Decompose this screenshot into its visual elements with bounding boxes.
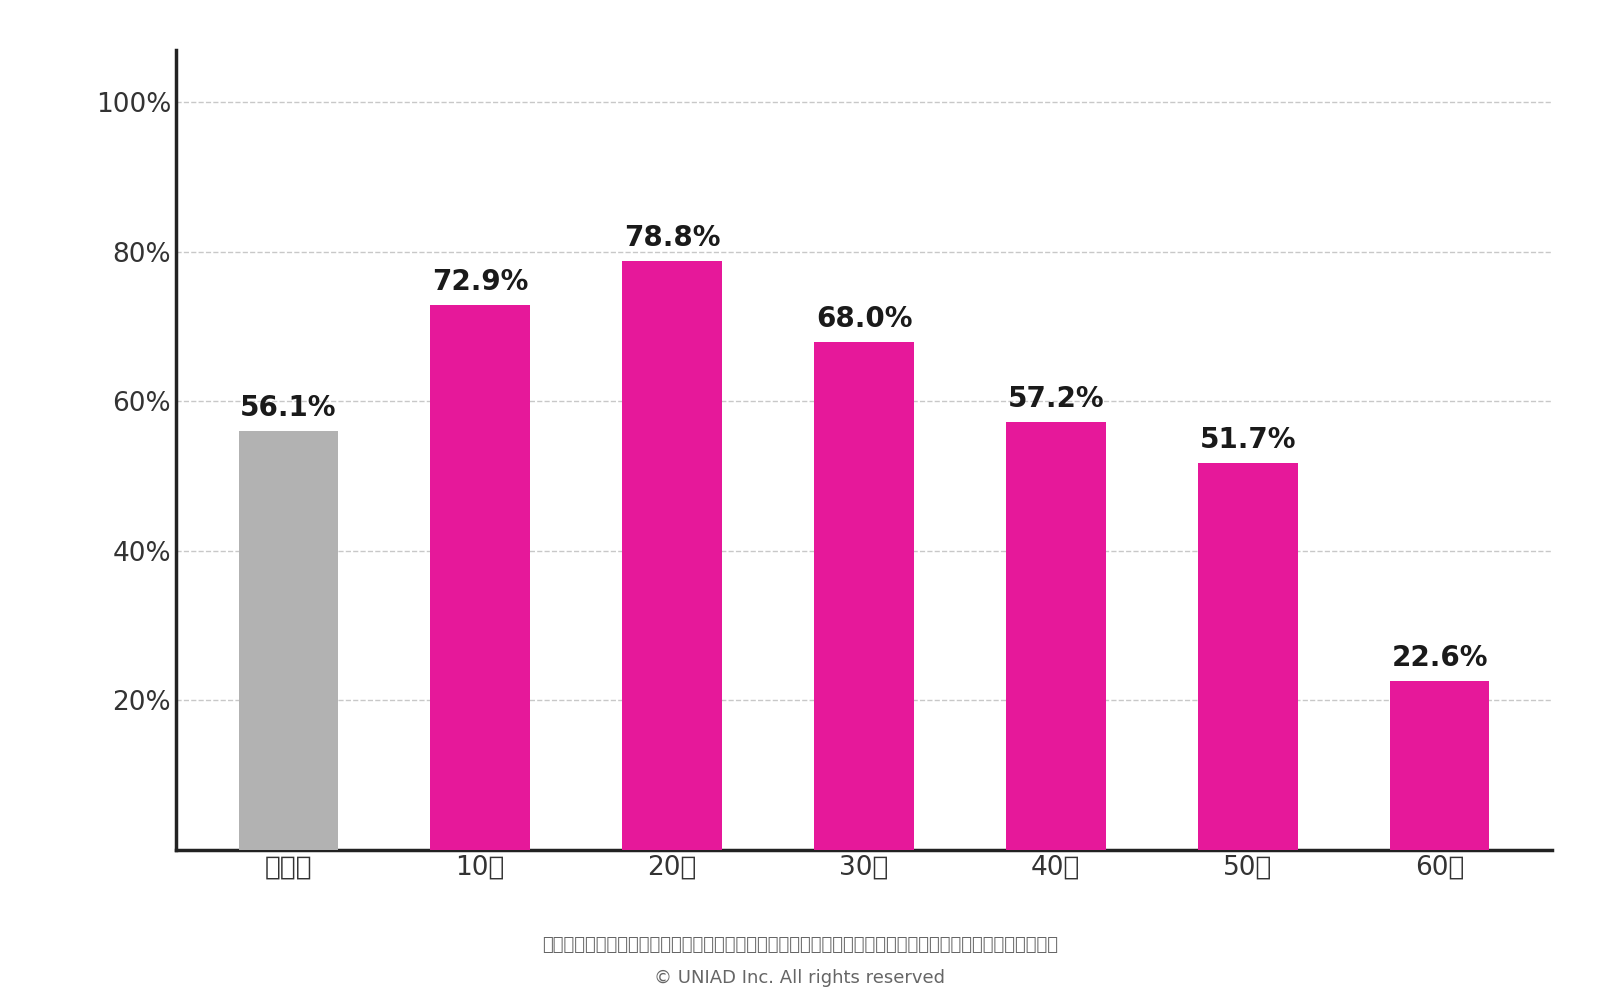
Text: 51.7%: 51.7% bbox=[1200, 426, 1296, 454]
Bar bbox=[622, 261, 722, 850]
Text: 72.9%: 72.9% bbox=[432, 268, 528, 296]
Bar bbox=[430, 305, 530, 850]
Bar bbox=[238, 431, 338, 850]
Text: 57.2%: 57.2% bbox=[1008, 385, 1104, 413]
Bar bbox=[1006, 422, 1106, 850]
Text: 78.8%: 78.8% bbox=[624, 224, 720, 252]
Text: 68.0%: 68.0% bbox=[816, 305, 912, 333]
Text: 56.1%: 56.1% bbox=[240, 394, 336, 422]
Bar bbox=[1390, 681, 1490, 850]
Text: 参照：総務省情報通信政策研究所｜令和５年度情報通信メディアの利用時間と情報行動に関する調査報告書: 参照：総務省情報通信政策研究所｜令和５年度情報通信メディアの利用時間と情報行動に… bbox=[542, 936, 1058, 954]
Text: 22.6%: 22.6% bbox=[1392, 644, 1488, 672]
Text: © UNIAD Inc. All rights reserved: © UNIAD Inc. All rights reserved bbox=[654, 969, 946, 987]
Bar bbox=[1198, 463, 1298, 850]
Bar bbox=[814, 342, 914, 850]
